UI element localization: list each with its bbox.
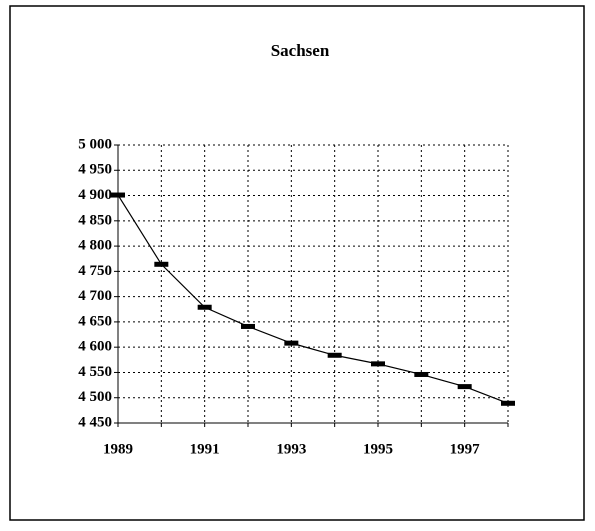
x-tick-label: 1991 — [190, 441, 220, 457]
marker — [327, 352, 342, 358]
data-line — [117, 194, 509, 404]
y-tick-label: 4 600 — [78, 339, 112, 355]
y-tick-label: 4 500 — [78, 389, 112, 405]
y-tick-label: 4 650 — [78, 313, 112, 329]
marker — [241, 323, 255, 329]
x-tick-label: 1997 — [450, 441, 481, 457]
x-tick-label: 1989 — [103, 441, 133, 457]
marker — [154, 261, 169, 267]
marker — [111, 192, 125, 198]
x-tick-label: 1995 — [363, 441, 393, 457]
y-tick-label: 4 950 — [78, 162, 112, 178]
marker — [414, 371, 429, 377]
marker — [457, 384, 472, 390]
marker — [501, 400, 515, 406]
y-tick-label: 4 850 — [78, 212, 112, 228]
marker — [284, 340, 299, 346]
x-tick-label: 1993 — [276, 441, 306, 457]
y-tick-label: 4 800 — [78, 238, 112, 254]
y-tick-label: 4 900 — [78, 187, 112, 203]
y-tick-label: 4 750 — [78, 263, 112, 279]
y-tick-label: 4 550 — [78, 364, 112, 380]
y-tick-label: 5 000 — [78, 136, 112, 152]
marker — [197, 304, 212, 310]
marker — [371, 361, 385, 367]
chart-title: Sachsen — [271, 41, 330, 60]
frame — [9, 5, 585, 521]
y-tick-label: 4 450 — [78, 414, 112, 430]
y-tick-label: 4 700 — [78, 288, 112, 304]
